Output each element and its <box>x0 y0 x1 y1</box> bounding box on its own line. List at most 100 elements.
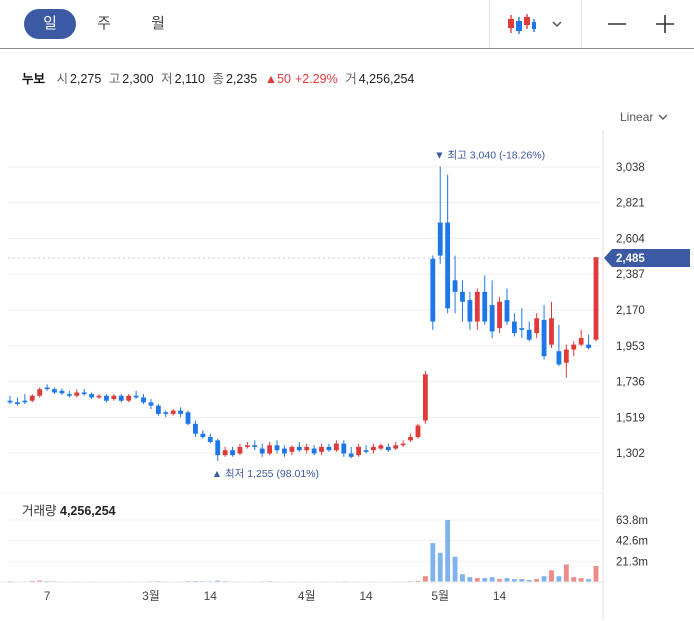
candle-body <box>66 394 72 396</box>
candle-body <box>282 448 287 454</box>
candle-body <box>207 437 213 442</box>
x-tick-label: 14 <box>359 589 373 603</box>
y-tick-label: 2,170 <box>616 305 645 317</box>
candle-body <box>126 395 132 401</box>
open-label: 시 <box>56 72 69 86</box>
high-label: 고 <box>108 72 121 86</box>
candle-body <box>37 389 43 396</box>
volume-bar <box>541 576 547 582</box>
volume-chart[interactable]: 63.8m 42.6m 21.3m 7 3월 14 4월 14 5월 14 <box>0 492 694 620</box>
volume-bar <box>489 577 495 582</box>
current-price-label: 2,485 <box>616 253 645 265</box>
y-tick-label: 1,302 <box>616 448 645 460</box>
candle-body <box>104 395 109 401</box>
candle-body <box>341 443 347 454</box>
candle-body <box>163 412 169 414</box>
candle-body <box>244 445 250 447</box>
volume-bar <box>563 564 569 582</box>
volume-bar <box>534 579 540 582</box>
candle-body <box>511 321 517 334</box>
high-value: 2,300 <box>122 72 154 86</box>
volume-bar <box>467 577 473 582</box>
quote-summary: 누보 시 2,275 고 2,300 저 2,110 종 2,235 ▲50 +2.29%… <box>22 68 418 87</box>
candle-body <box>148 402 154 406</box>
min-price-annotation: ▲ 최저 1,255 (98.01%) <box>212 468 319 480</box>
candle-body <box>215 440 221 456</box>
candle-body <box>52 389 57 393</box>
candle-body <box>534 318 540 334</box>
tab-week[interactable]: 주 <box>97 15 111 32</box>
x-tick-label: 14 <box>204 589 218 603</box>
candle-body <box>193 423 198 434</box>
candle-body <box>155 405 161 414</box>
volume-bar <box>526 580 532 582</box>
minus-icon <box>608 23 626 25</box>
candle-body <box>371 446 376 451</box>
x-tick-label: 4월 <box>298 589 316 603</box>
volume-bar <box>445 519 451 582</box>
plus-icon <box>656 15 674 33</box>
price-chart[interactable]: 3,038 2,821 2,604 2,387 2,170 1,953 1,736 1,519… <box>0 130 694 490</box>
chevron-down-icon <box>658 114 668 120</box>
candle-body <box>497 301 502 329</box>
volume-panel-label: 거래량 4,256,254 <box>22 500 116 519</box>
close-label: 종 <box>212 72 224 86</box>
y-tick-label: 1,953 <box>616 341 645 353</box>
candle-body <box>504 300 510 322</box>
chart-type-button[interactable] <box>500 6 570 42</box>
candle-body <box>274 445 280 451</box>
candle-body <box>200 433 206 438</box>
zoom-out-button[interactable] <box>600 6 634 42</box>
candle-body <box>259 448 265 454</box>
candle-body <box>7 400 13 403</box>
x-tick-label: 14 <box>493 589 507 603</box>
candle-body <box>230 450 235 456</box>
candle-body <box>378 445 384 449</box>
candle-body <box>185 412 191 424</box>
candle-body <box>445 222 451 309</box>
toolbar-divider <box>489 0 490 48</box>
tab-day[interactable]: 일 <box>24 9 76 39</box>
candle-body <box>356 446 362 456</box>
candle-body <box>96 395 102 398</box>
volume-bar <box>460 574 465 582</box>
volume-bar <box>482 578 488 582</box>
candle-body <box>452 280 458 292</box>
candle-body <box>482 291 488 322</box>
candle-body <box>556 351 562 365</box>
candle-body <box>474 291 480 322</box>
candle-body <box>430 258 436 322</box>
scale-label: Linear <box>620 110 654 124</box>
y-tick-label: 1,736 <box>616 377 645 389</box>
y-tick-label: 2,821 <box>616 198 645 210</box>
scale-select[interactable]: Linear <box>620 110 669 124</box>
candle-body <box>319 446 324 452</box>
change-percent: +2.29% <box>294 72 338 86</box>
candle-body <box>81 392 87 395</box>
candle-body <box>289 446 295 452</box>
close-value: 2,235 <box>225 72 258 86</box>
volume-bar <box>511 579 517 582</box>
x-tick-label: 5월 <box>431 589 449 603</box>
volume-bar <box>556 576 562 582</box>
current-price-tag <box>604 249 690 268</box>
candle-body <box>541 319 547 357</box>
tab-month[interactable]: 월 <box>151 15 165 32</box>
candle-body <box>519 328 525 330</box>
candle-body <box>333 443 339 451</box>
chevron-down-icon <box>552 21 562 28</box>
zoom-in-button[interactable] <box>648 6 682 42</box>
volume-bar <box>430 543 436 582</box>
open-value: 2,275 <box>70 72 102 86</box>
volume-tick-label: 63.8m <box>616 515 648 527</box>
candle-body <box>526 329 532 340</box>
low-value: 2,110 <box>174 72 205 86</box>
candle-body <box>408 437 413 441</box>
candle-body <box>89 394 95 398</box>
candle-body <box>593 257 599 340</box>
volume-tick-label: 42.6m <box>616 536 648 548</box>
candle-body <box>59 390 65 394</box>
candle-body <box>326 446 332 451</box>
volume-bar <box>37 580 43 582</box>
y-tick-label: 2,604 <box>616 233 645 245</box>
